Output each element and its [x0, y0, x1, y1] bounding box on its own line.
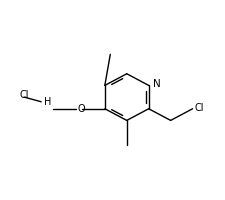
Text: H: H: [45, 97, 52, 107]
Text: N: N: [153, 79, 160, 89]
Text: O: O: [77, 104, 85, 114]
Text: Cl: Cl: [19, 90, 29, 100]
Text: Cl: Cl: [194, 103, 204, 113]
